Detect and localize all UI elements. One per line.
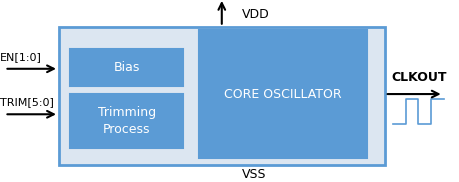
FancyBboxPatch shape xyxy=(70,94,183,148)
Text: CLKOUT: CLKOUT xyxy=(391,71,446,84)
Text: VSS: VSS xyxy=(241,168,266,181)
Text: EN[1:0]: EN[1:0] xyxy=(0,52,42,62)
Text: Trimming
Process: Trimming Process xyxy=(97,106,156,136)
FancyBboxPatch shape xyxy=(199,30,366,158)
FancyBboxPatch shape xyxy=(70,49,183,86)
Text: CORE OSCILLATOR: CORE OSCILLATOR xyxy=(224,88,341,101)
FancyBboxPatch shape xyxy=(59,27,384,165)
Text: TRIM[5:0]: TRIM[5:0] xyxy=(0,98,54,108)
Text: VDD: VDD xyxy=(241,8,269,21)
Text: Bias: Bias xyxy=(113,61,140,74)
